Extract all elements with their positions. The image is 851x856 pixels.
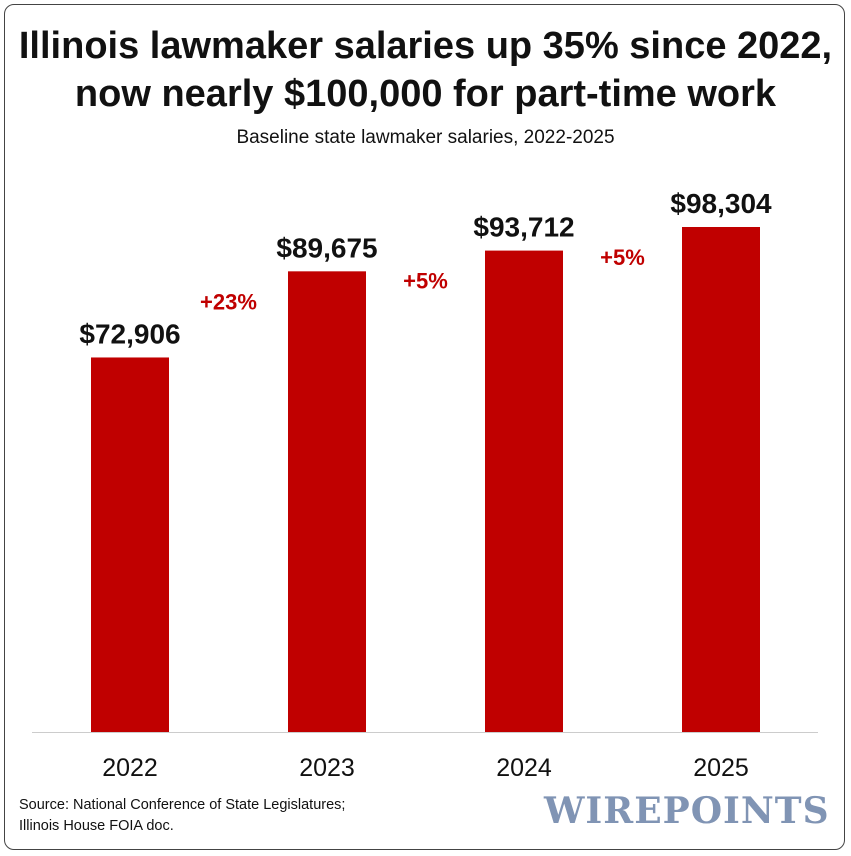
chart-subtitle: Baseline state lawmaker salaries, 2022-2… — [236, 127, 615, 148]
title-line-2: now nearly $100,000 for part-time work — [74, 73, 777, 115]
x-tick-label-2024: 2024 — [496, 754, 552, 782]
source-line-1: Source: National Conference of State Leg… — [19, 797, 346, 813]
bar-2024 — [485, 250, 563, 733]
chart-title: Illinois lawmaker salaries up 35% since … — [0, 22, 851, 118]
value-label-2022: $72,906 — [79, 318, 180, 349]
x-tick-label-2022: 2022 — [102, 754, 158, 782]
x-tick-label-2023: 2023 — [299, 754, 355, 782]
x-tick-label-2025: 2025 — [693, 754, 749, 782]
source-note: Source: National Conference of State Leg… — [19, 795, 345, 837]
value-label-2024: $93,712 — [473, 212, 574, 243]
change-label-3: +5% — [600, 245, 645, 270]
bar-2025 — [682, 227, 760, 732]
bar-2023 — [288, 271, 366, 732]
change-label-1: +23% — [200, 289, 257, 314]
value-label-2023: $89,675 — [276, 232, 377, 263]
value-label-2025: $98,304 — [670, 188, 772, 219]
source-line-2: Illinois House FOIA doc. — [19, 818, 174, 834]
title-line-1: Illinois lawmaker salaries up 35% since … — [18, 25, 833, 67]
wirepoints-logo: WIREPOINTS — [544, 790, 830, 832]
change-label-2: +5% — [403, 269, 448, 294]
bar-2022 — [91, 357, 169, 732]
